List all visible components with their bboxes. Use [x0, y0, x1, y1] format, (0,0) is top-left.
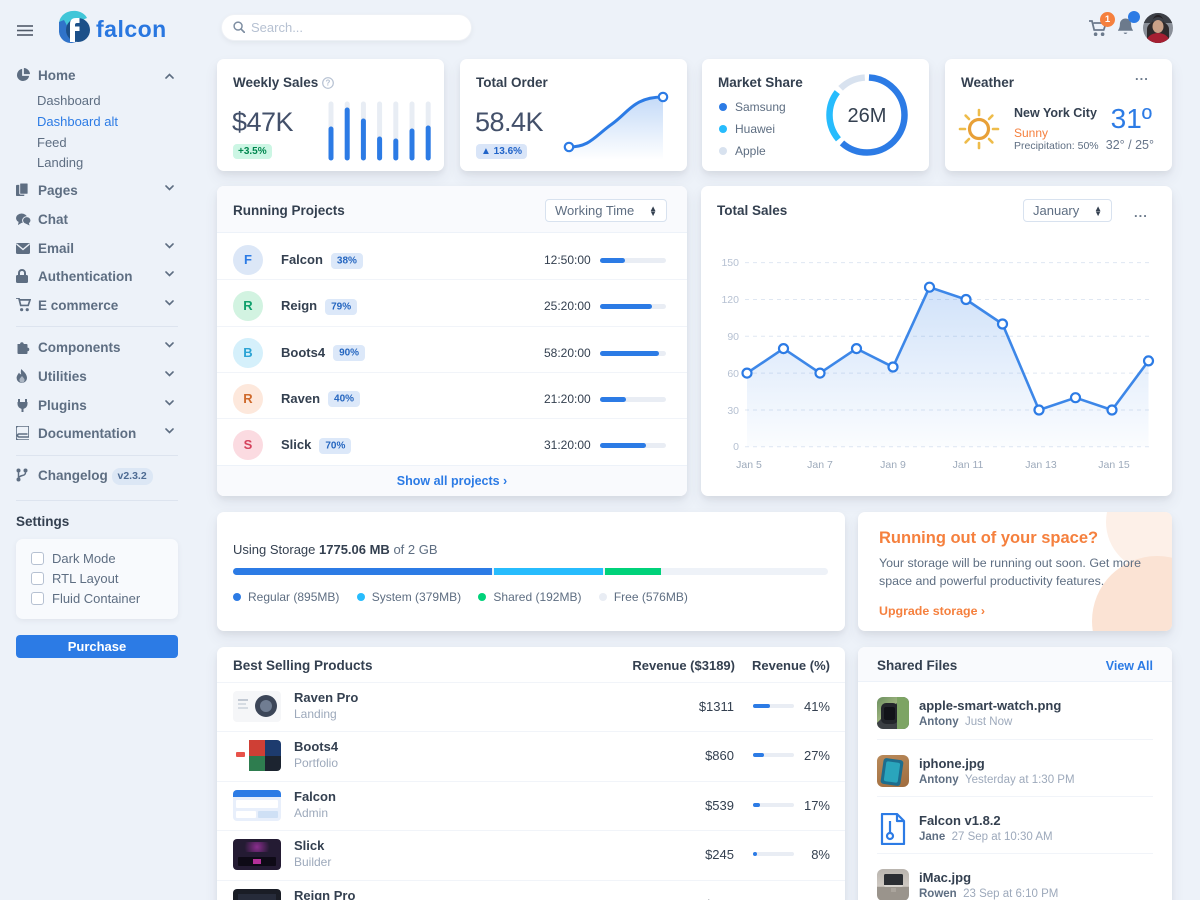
svg-text:0: 0 [733, 441, 739, 453]
svg-text:60: 60 [727, 368, 739, 380]
svg-text:Jan 9: Jan 9 [880, 459, 906, 471]
svg-text:30: 30 [727, 405, 739, 417]
svg-text:?: ? [326, 79, 331, 88]
svg-text:Jan 13: Jan 13 [1025, 459, 1057, 471]
svg-text:26M: 26M [848, 105, 887, 127]
svg-text:Jan 5: Jan 5 [736, 459, 762, 471]
svg-text:120: 120 [721, 294, 739, 306]
svg-text:90: 90 [727, 331, 739, 343]
svg-text:Jan 11: Jan 11 [953, 459, 984, 471]
svg-text:Jan 7: Jan 7 [807, 459, 833, 471]
svg-text:150: 150 [721, 257, 739, 269]
svg-text:Jan 15: Jan 15 [1098, 459, 1130, 471]
